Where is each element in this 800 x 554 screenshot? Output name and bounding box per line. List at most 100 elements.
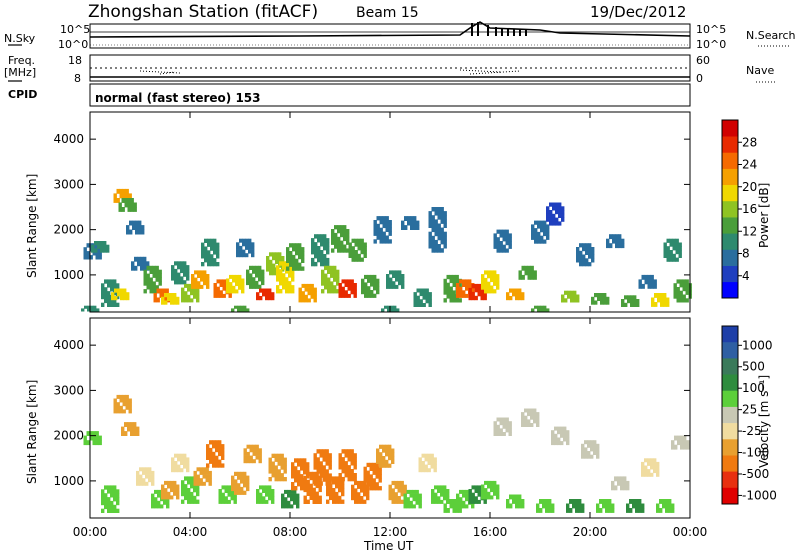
power-cell [531, 231, 535, 237]
vel-cell [409, 489, 413, 494]
vel-cell [581, 503, 585, 509]
vel-cell [218, 463, 222, 468]
power-cell [540, 308, 544, 312]
vel-cell [363, 492, 367, 497]
vel-cell [119, 398, 123, 403]
vel-cell [313, 477, 317, 482]
vel-cell [218, 496, 222, 501]
vel-cell [456, 493, 460, 498]
power-cell [320, 234, 324, 239]
vel-cell [107, 485, 111, 490]
power-cell [612, 234, 616, 240]
power-cell [354, 257, 358, 262]
vel-cell [92, 440, 96, 446]
power-cell [241, 285, 245, 290]
colorbar-swatch [722, 439, 738, 456]
vel-cell [104, 504, 108, 510]
power-cell [653, 279, 657, 285]
power-cell [326, 238, 330, 243]
vel-cell [212, 440, 216, 445]
vel-cell [369, 466, 373, 471]
vel-cell [484, 488, 488, 493]
vel-cell [218, 492, 222, 497]
power-cell [570, 294, 574, 299]
colorbar-swatch [722, 423, 738, 440]
power-cell [222, 286, 226, 291]
vel-cell [554, 433, 558, 438]
power-cell [452, 294, 456, 299]
power-cell [407, 216, 411, 221]
vel-cell [375, 470, 379, 475]
vel-cell [382, 444, 386, 449]
power-cell [261, 269, 265, 274]
power-cell [493, 241, 497, 246]
vel-cell [443, 485, 447, 490]
vel-cell [350, 469, 354, 474]
power-cell [246, 273, 250, 278]
power-cell [159, 288, 163, 294]
power-cell [213, 250, 217, 255]
vel-cell [95, 440, 99, 446]
vel-cell [388, 496, 392, 501]
power-cell [419, 303, 423, 307]
power-cell [95, 251, 99, 256]
vel-cell [502, 421, 506, 426]
vel-cell [154, 489, 158, 494]
power-cell [311, 261, 315, 267]
power-cell [354, 253, 358, 258]
power-cell [404, 225, 408, 230]
vel-cell [659, 508, 663, 513]
vel-cell [128, 398, 132, 403]
vel-cell [338, 465, 342, 470]
vel-cell [187, 499, 191, 504]
vel-cell [391, 488, 395, 493]
freq-tick-bottom: 8 [74, 72, 81, 85]
vel-cell [533, 412, 537, 417]
vel-cell [341, 488, 345, 493]
power-cell [286, 258, 290, 263]
vel-cell [145, 474, 149, 479]
power-cell [213, 286, 217, 291]
nave-label: Nave [746, 64, 774, 77]
power-cell [452, 278, 456, 284]
power-cell [458, 282, 462, 287]
power-cell [146, 273, 150, 278]
vel-cell [121, 426, 125, 432]
vel-cell [650, 458, 654, 463]
power-cell [268, 288, 272, 293]
power-cell [170, 300, 174, 305]
vel-cell [166, 500, 170, 505]
power-cell [434, 207, 438, 212]
vel-cell [376, 456, 380, 461]
power-cell [443, 219, 447, 224]
power-cell [502, 229, 506, 234]
vel-cell [246, 479, 250, 484]
power-cell [158, 269, 162, 274]
vel-cell [322, 477, 326, 482]
power-cell [340, 248, 344, 253]
power-cell [238, 274, 242, 279]
power-cell [537, 239, 541, 244]
power-cell [653, 283, 657, 289]
vel-cell [190, 476, 194, 481]
power-cell [663, 302, 667, 307]
power-cell [521, 265, 525, 271]
power-cell [116, 198, 120, 203]
power-cell [258, 284, 262, 289]
vel-cell [326, 484, 330, 489]
vel-cell [496, 491, 500, 496]
power-cell [672, 238, 676, 243]
vel-cell [335, 480, 339, 485]
freq-panel: Freq. [MHz] 18 8 60 0 Nave [4, 54, 776, 85]
power-cell [341, 290, 345, 295]
power-cell [81, 308, 85, 312]
vel-cell [353, 461, 357, 466]
vel-cell [440, 489, 444, 493]
power-cell [471, 283, 475, 289]
power-cell [376, 286, 380, 291]
power-cell [251, 245, 255, 250]
power-cell [582, 247, 586, 252]
vel-cell [379, 456, 383, 461]
colorbar-tick-label: -500 [742, 467, 769, 481]
power-cell [104, 298, 108, 304]
